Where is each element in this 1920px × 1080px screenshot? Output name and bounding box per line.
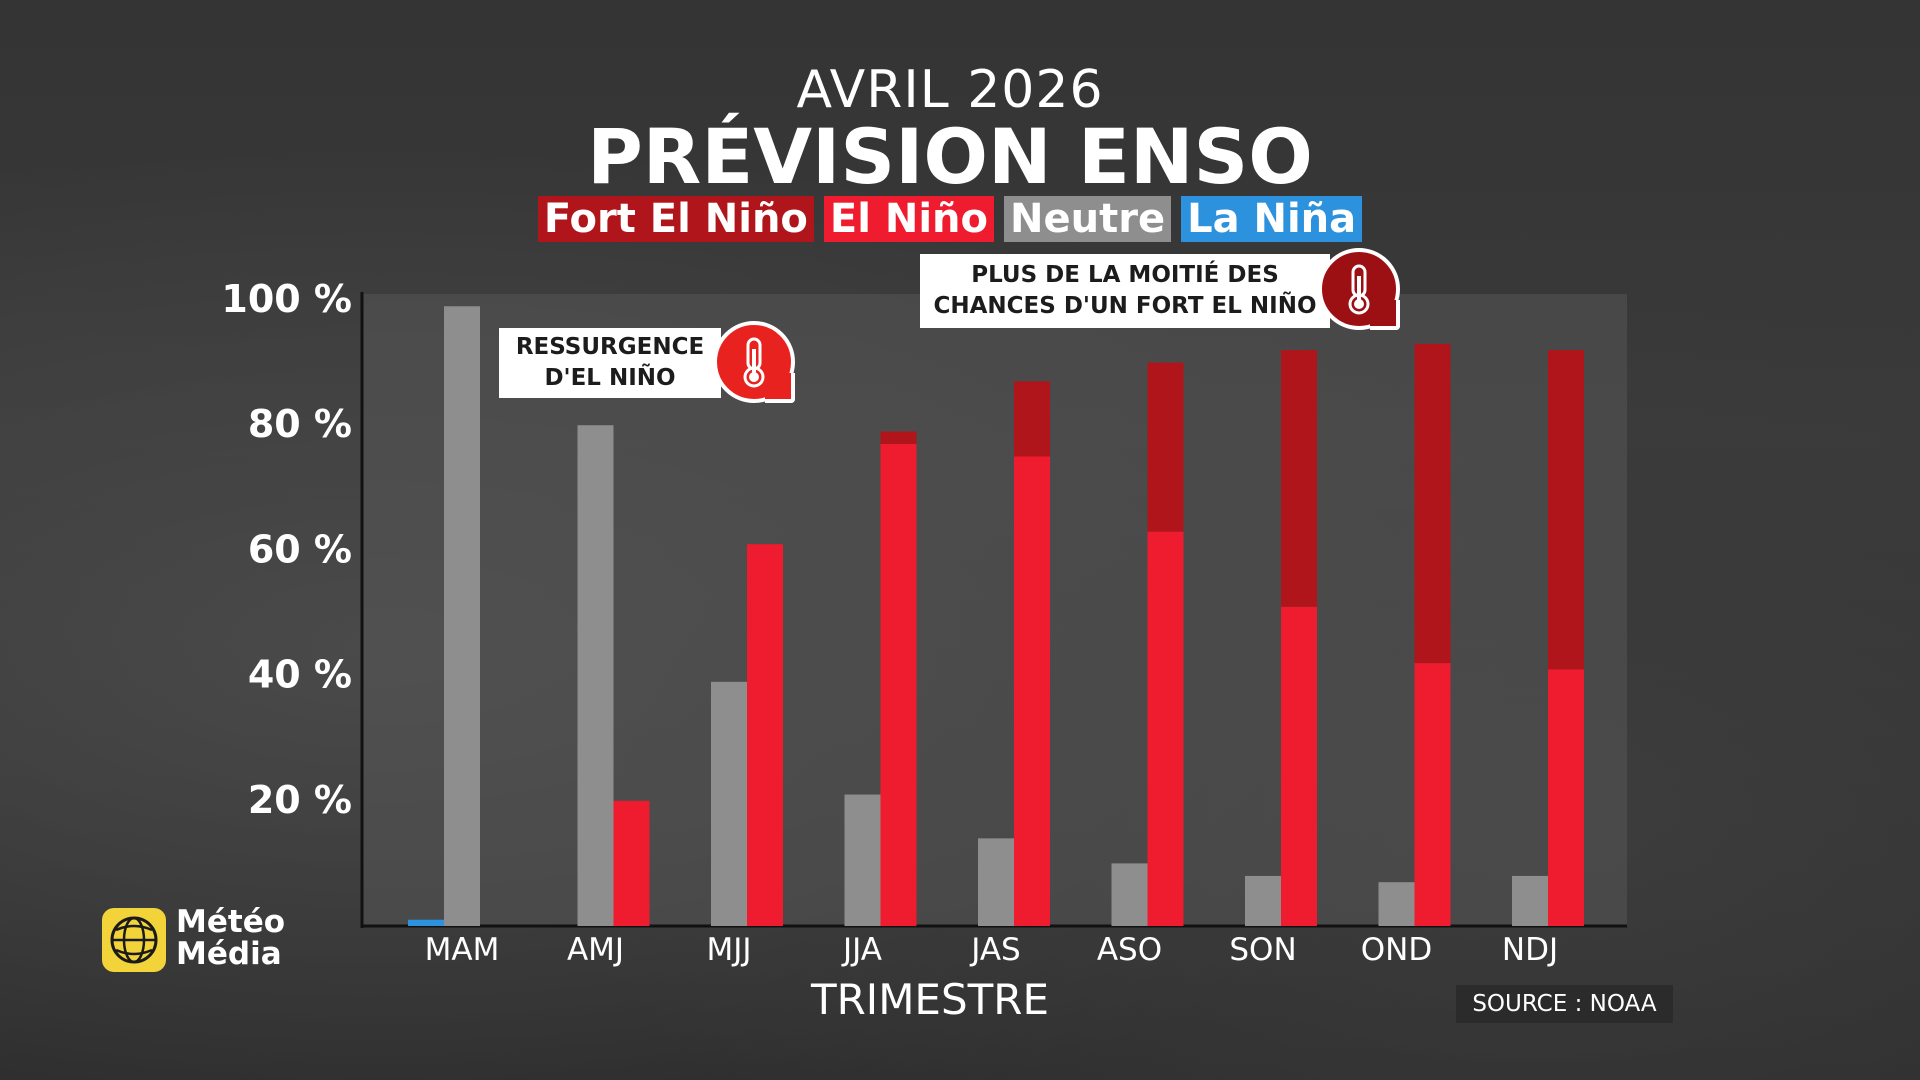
y-tick-label: 40 %: [248, 653, 352, 697]
y-tick-label: 20 %: [248, 778, 352, 822]
bar-el-nino: [1014, 456, 1050, 926]
bar-fort-el-nino: [1548, 350, 1584, 670]
chart-subtitle: AVRIL 2026: [796, 60, 1104, 120]
bar-el-nino: [1414, 663, 1451, 926]
meteomedia-logo-icon: [102, 908, 166, 972]
bar-neutre: [1111, 863, 1148, 926]
x-tick-label: JJA: [841, 932, 882, 968]
callout-fort-el-nino: PLUS DE LA MOITIÉ DES CHANCES D'UN FORT …: [920, 254, 1330, 328]
thermometer-icon: [713, 321, 795, 403]
x-tick-label: MJJ: [706, 932, 751, 968]
legend-neutre: Neutre: [1004, 196, 1172, 242]
bar-el-nino: [747, 544, 783, 926]
callout-fort-el-nino-line2: CHANCES D'UN FORT EL NIÑO: [933, 293, 1317, 319]
bar-el-nino: [880, 443, 917, 926]
bar-la-nina: [408, 919, 444, 926]
bar-fort-el-nino: [1147, 362, 1184, 532]
callout-fort-el-nino-line1: PLUS DE LA MOITIÉ DES: [971, 262, 1279, 288]
x-tick-label: NDJ: [1502, 932, 1558, 968]
legend-el-nino: El Niño: [823, 196, 995, 242]
thermometer-icon: [1318, 248, 1400, 330]
x-tick-label: OND: [1361, 932, 1432, 968]
bar-neutre: [577, 425, 614, 926]
bar-neutre: [978, 838, 1014, 926]
logo-text: Météo Média: [176, 906, 285, 970]
y-tick-label: 80 %: [248, 402, 352, 446]
x-tick-label: JAS: [969, 932, 1020, 968]
legend: Fort El Niño El Niño Neutre La Niña: [0, 196, 1900, 242]
x-tick-label: SON: [1229, 932, 1296, 968]
callout-resurgence: RESSURGENCE D'EL NIÑO: [499, 328, 721, 398]
bar-neutre: [844, 794, 881, 926]
logo-line2: Média: [176, 936, 282, 972]
x-tick-label: ASO: [1097, 932, 1162, 968]
x-tick-label: AMJ: [567, 932, 624, 968]
bar-fort-el-nino: [1281, 350, 1317, 607]
bar-el-nino: [1281, 606, 1317, 926]
legend-la-nina: La Niña: [1181, 196, 1363, 242]
y-tick-label: 100 %: [221, 277, 352, 321]
bar-neutre: [711, 681, 747, 926]
bar-fort-el-nino: [880, 431, 917, 444]
x-axis-title: TRIMESTRE: [810, 975, 1049, 1024]
bar-neutre: [1378, 882, 1415, 926]
legend-fort-el-nino: Fort El Niño: [537, 196, 814, 242]
bar-el-nino: [613, 800, 650, 926]
bar-fort-el-nino: [1414, 343, 1451, 664]
bar-el-nino: [1548, 669, 1584, 926]
callout-resurgence-line2: D'EL NIÑO: [544, 365, 676, 391]
bar-fort-el-nino: [1014, 381, 1050, 457]
bar-el-nino: [1147, 531, 1184, 926]
bar-neutre: [1512, 875, 1548, 926]
bar-neutre: [1245, 875, 1281, 926]
source-label: SOURCE : NOAA: [1456, 985, 1673, 1023]
bar-neutre: [444, 306, 480, 926]
chart-title: PRÉVISION ENSO: [587, 112, 1313, 201]
x-tick-label: MAM: [425, 932, 500, 968]
y-tick-label: 60 %: [248, 527, 352, 571]
logo-line1: Météo: [176, 904, 286, 940]
callout-resurgence-line1: RESSURGENCE: [515, 334, 705, 360]
